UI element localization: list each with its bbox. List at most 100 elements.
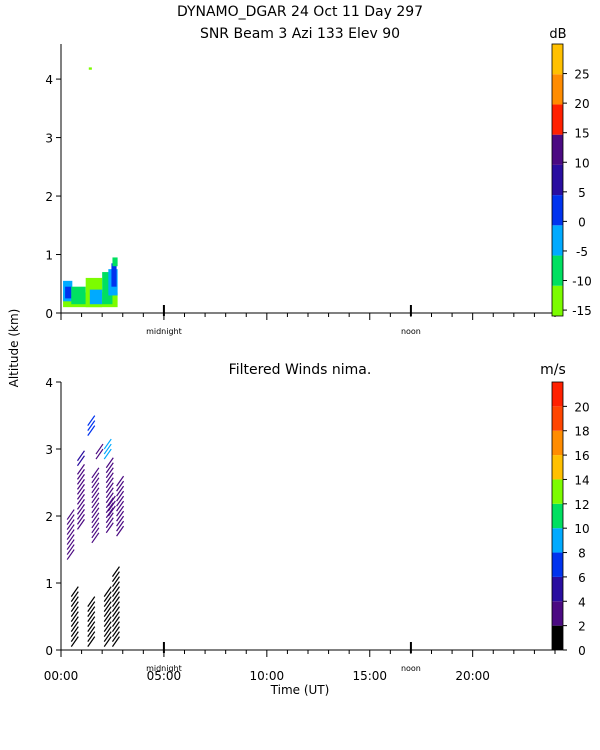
wind-barb [76,464,85,475]
colorbar-band [552,104,563,135]
wind-barb [70,591,79,602]
colorbar-band [552,195,563,226]
colorbar-tick-label: 10 [574,156,589,170]
colorbar-band [552,601,563,626]
chart-title-line2: SNR Beam 3 Azi 133 Elev 90 [200,26,400,42]
wind-barb [91,482,100,494]
wind-barb [111,606,120,617]
colorbar-tick-label: -5 [576,245,588,259]
wind-barb [116,515,125,527]
colorbar-band [552,285,563,316]
colorbar-band [552,74,563,105]
wind-barb [76,474,85,485]
wind-barb [91,532,100,544]
wind-barb [105,482,114,494]
wind-barb [103,611,112,622]
wind-barb [91,527,100,539]
wind-barb [76,489,85,500]
colorbar-band [552,455,563,480]
wind-barb [105,497,114,509]
colorbar-tick-label: 0 [578,215,586,229]
wind-barb [111,626,120,637]
colorbar-tick-label: 10 [574,522,589,536]
wind-barb [107,500,116,512]
wind-barb [87,631,96,642]
wind-barb [105,507,114,519]
wind-barb [111,576,120,587]
wind-barb [103,636,112,647]
colorbar-band [552,576,563,602]
wind-barb [66,529,75,540]
heatmap-cell [112,257,118,267]
wind-barb [111,631,120,642]
y-tick-label: 1 [45,249,53,263]
wind-barb [105,492,114,504]
x-marker-label: noon [401,327,421,336]
wind-barb [111,611,120,622]
wind-barb [103,601,112,612]
colorbar-tick-label: 6 [578,571,586,585]
wind-barb [70,586,79,597]
y-tick-label: 0 [45,307,53,321]
chart-title-line1: DYNAMO_DGAR 24 Oct 11 Day 297 [177,4,423,20]
heatmap-cell [88,67,92,70]
wind-barb [107,495,116,507]
wind-barb [76,509,85,520]
heatmap-cell [71,286,86,305]
x-tick-label: 00:00 [44,669,79,683]
wind-barb [116,485,125,497]
wind-barb [66,514,75,525]
wind-barb [105,467,114,479]
x-marker [409,305,412,316]
wind-barb [70,606,79,617]
wind-barb [111,596,120,607]
wind-barb [91,487,100,499]
wind-barb [76,450,85,462]
wind-barb [105,487,114,499]
colorbar-band [552,255,563,286]
wind-barb [66,549,75,560]
wind-barb [116,505,125,517]
colorbar-tick-label: 14 [574,473,589,487]
wind-barb [107,505,116,517]
wind-barb [91,492,100,504]
wind-barb [111,621,120,632]
colorbar-band [552,503,563,529]
colorbar-tick-label: 8 [578,547,586,561]
wind-barb [103,586,112,597]
wind-barb [103,631,112,642]
wind-barb [76,484,85,495]
colorbar-frame [551,43,564,317]
wind-barb [76,514,85,525]
colorbar-tick-label: 16 [574,449,589,463]
heatmap-cell [65,286,72,299]
wind-barb [87,626,96,637]
wind-barb [91,502,100,514]
y-tick-label: 3 [45,443,53,457]
wind-barb [66,519,75,530]
x-marker-label: midnight [146,327,182,336]
colorbar-tick-label: 5 [578,186,586,200]
colorbar-frame [551,381,564,651]
x-marker [162,305,165,316]
x-marker [409,642,412,653]
wind-barb [66,524,75,535]
wind-barb [105,472,114,484]
wind-barb [103,591,112,602]
colorbar-band [552,528,563,553]
wind-barb [116,490,125,502]
wind-barb [116,495,125,507]
wind-barb [116,510,125,522]
wind-barb [91,477,100,489]
colorbar-unit-wind: m/s [540,362,566,378]
wind-panel: 0 1 2 3 4 midnight noon 00:00 05:00 10:00 15:00 20:… [44,376,556,683]
colorbar-band [552,430,563,456]
snr-panel: 0 1 2 3 4 midnight noon [45,44,556,336]
wind-barb [70,621,79,632]
wind-barb [76,519,85,530]
wind-barb [91,512,100,524]
colorbar-band [552,164,563,196]
wind-barb [76,479,85,490]
wind-barb [91,507,100,519]
wind-barb [103,606,112,617]
